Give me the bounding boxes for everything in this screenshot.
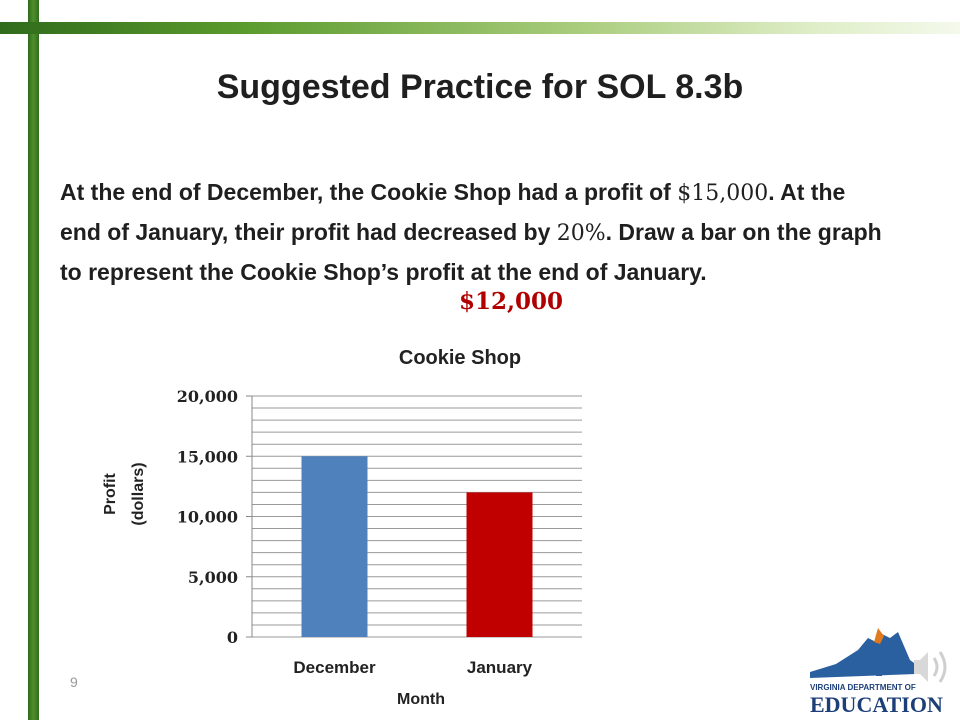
bar-january — [466, 492, 533, 637]
problem-part3: . Draw a bar on the graph to represent t… — [60, 219, 882, 285]
torch-flame-icon — [874, 628, 884, 644]
x-axis-label: Month — [397, 691, 445, 708]
chart-bars — [301, 456, 533, 637]
x-tick-label: December — [293, 658, 376, 677]
virginia-map-shape — [810, 632, 918, 678]
virginia-doe-logo: VIRGINIA DEPARTMENT OF EDUCATION — [810, 628, 947, 717]
slide-number: 9 — [70, 674, 78, 690]
problem-amount: $15,000 — [677, 181, 769, 206]
chart-title: Cookie Shop — [399, 347, 521, 369]
problem-part2: . At the end of January, their profit ha… — [60, 179, 846, 245]
problem-percent: 20% — [556, 221, 606, 246]
logo-line2: EDUCATION — [810, 692, 943, 717]
speaker-icon[interactable] — [914, 651, 947, 683]
y-axis-label-line1: Profit — [102, 472, 119, 514]
y-tick-label: 15,000 — [177, 447, 238, 466]
y-tick-label: 20,000 — [177, 387, 238, 406]
chart-ticks: 0 5,000 10,000 15,000 20,000 December January — [177, 387, 533, 677]
problem-text: At the end of December, the Cookie Shop … — [60, 173, 890, 291]
slide-title: Suggested Practice for SOL 8.3b — [216, 68, 744, 106]
x-tick-label: January — [467, 658, 533, 677]
y-tick-label: 10,000 — [177, 508, 238, 527]
bar-december — [301, 456, 368, 637]
torch-icon — [876, 644, 882, 676]
decorative-horizontal-bar — [0, 22, 960, 34]
logo-line1: VIRGINIA DEPARTMENT OF — [810, 683, 916, 692]
y-tick-label: 5,000 — [188, 568, 238, 587]
problem-part1: At the end of December, the Cookie Shop … — [60, 179, 671, 205]
y-tick-label: 0 — [227, 628, 238, 647]
answer-text: $12,000 — [459, 288, 564, 315]
decorative-vertical-bar — [28, 0, 39, 720]
y-axis-label-line2: (dollars) — [130, 462, 147, 525]
